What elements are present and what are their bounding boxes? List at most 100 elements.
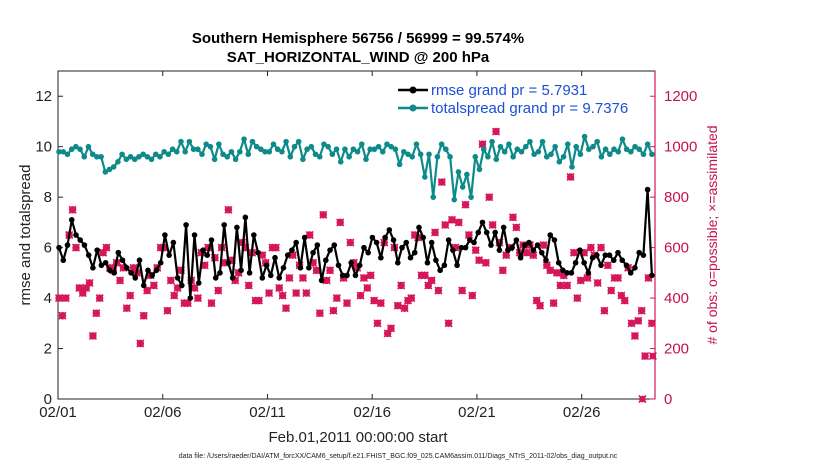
rmse-point — [212, 275, 219, 281]
y-right-tick-label: 0 — [664, 391, 672, 408]
obs-assimilated-point — [508, 213, 518, 222]
rmse-point — [602, 252, 609, 258]
totalspread-point — [283, 138, 289, 145]
obs-assimilated-point — [498, 266, 507, 275]
obs-assimilated-point — [549, 299, 558, 308]
rmse-point — [323, 257, 329, 264]
totalspread-point — [224, 153, 231, 160]
obs-assimilated-point — [95, 294, 104, 303]
totalspread-point — [190, 146, 197, 153]
rmse-point — [526, 239, 532, 246]
totalspread-point — [493, 156, 500, 163]
totalspread-point — [228, 148, 235, 155]
rmse-point — [293, 239, 299, 246]
rmse-point — [594, 252, 600, 258]
totalspread-point — [438, 141, 445, 147]
totalspread-point — [443, 146, 449, 153]
totalspread-point — [468, 194, 474, 200]
totalspread-point — [422, 174, 428, 180]
totalspread-point — [165, 151, 172, 158]
totalspread-point — [371, 146, 378, 153]
obs-assimilated-point — [420, 271, 429, 280]
y-tick-label: 2 — [44, 341, 52, 358]
totalspread-point — [270, 141, 277, 147]
obs-assimilated-point — [444, 319, 453, 328]
obs-assimilated-point — [539, 241, 548, 250]
rmse-point — [225, 259, 232, 266]
obs-assimilated-point — [329, 306, 338, 315]
totalspread-point — [522, 143, 529, 150]
obs-assimilated-point — [468, 291, 477, 300]
totalspread-point — [413, 141, 420, 147]
obs-assimilated-point — [366, 271, 375, 280]
plot-frame — [57, 70, 656, 400]
legend-rmse-label: rmse grand pr = 5.7931 — [431, 82, 587, 99]
obs-assimilated-point — [647, 319, 656, 328]
rmse-point — [280, 265, 287, 271]
obs-assimilated-point — [224, 205, 233, 214]
obs-assimilated-point — [265, 288, 274, 298]
totalspread-point — [396, 161, 403, 168]
obs-assimilated-point — [386, 324, 396, 333]
totalspread-point — [300, 156, 306, 163]
rmse-point — [606, 252, 613, 258]
totalspread-point — [127, 153, 134, 160]
totalspread-point — [649, 151, 655, 158]
rmse-point — [119, 257, 126, 264]
totalspread-point — [186, 138, 193, 145]
rmse-point — [437, 267, 443, 274]
obs-assimilated-point — [620, 296, 629, 305]
rmse-point — [276, 275, 283, 281]
legend-rmse-marker — [409, 86, 417, 94]
y-right-tick-label: 400 — [664, 290, 689, 307]
totalspread-point — [480, 146, 487, 153]
obs-assimilated-point — [488, 220, 497, 229]
rmse-point — [115, 249, 122, 256]
rmse-point — [73, 232, 79, 238]
rmse-point — [297, 265, 304, 271]
totalspread-point — [350, 146, 357, 153]
totalspread-point — [636, 146, 643, 153]
obs-assimilated-point — [363, 283, 372, 293]
totalspread-point — [577, 151, 584, 158]
obs-assimilated-point — [596, 243, 606, 252]
obs-assimilated-point — [342, 299, 352, 308]
totalspread-point — [514, 146, 521, 153]
totalspread-point — [115, 159, 121, 165]
totalspread-point — [279, 148, 285, 155]
rmse-point — [407, 254, 414, 261]
obs-assimilated-point — [573, 294, 582, 303]
totalspread-point — [447, 153, 453, 160]
rmse-point — [208, 237, 215, 243]
obs-assimilated-point — [376, 299, 385, 308]
rmse-point — [538, 249, 545, 256]
rmse-point — [424, 259, 431, 266]
rmse-point — [85, 252, 92, 258]
obs-assimilated-point — [434, 286, 443, 295]
totalspread-point — [644, 141, 651, 147]
totalspread-point — [384, 141, 390, 147]
totalspread-point — [430, 194, 437, 200]
obs-assimilated-point — [478, 140, 487, 149]
rmse-point — [77, 237, 84, 243]
totalspread-point — [434, 153, 441, 160]
y-tick-label: 10 — [35, 139, 52, 156]
totalspread-point — [628, 148, 634, 155]
totalspread-point — [510, 153, 516, 160]
rmse-point — [331, 242, 338, 248]
obs-assimilated-point — [143, 286, 152, 295]
rmse-point — [136, 257, 143, 264]
rmse-point — [623, 262, 630, 269]
rmse-point — [454, 262, 460, 269]
obs-assimilated-point — [593, 278, 602, 288]
totalspread-point — [367, 146, 373, 153]
totalspread-point — [325, 143, 331, 150]
totalspread-point — [598, 153, 605, 160]
totalspread-point — [497, 143, 504, 150]
rmse-point — [314, 242, 321, 248]
totalspread-point — [94, 153, 100, 160]
obs-assimilated-point — [298, 273, 308, 282]
totalspread-point — [417, 151, 424, 158]
totalspread-point — [287, 153, 294, 160]
rmse-point — [102, 259, 109, 266]
